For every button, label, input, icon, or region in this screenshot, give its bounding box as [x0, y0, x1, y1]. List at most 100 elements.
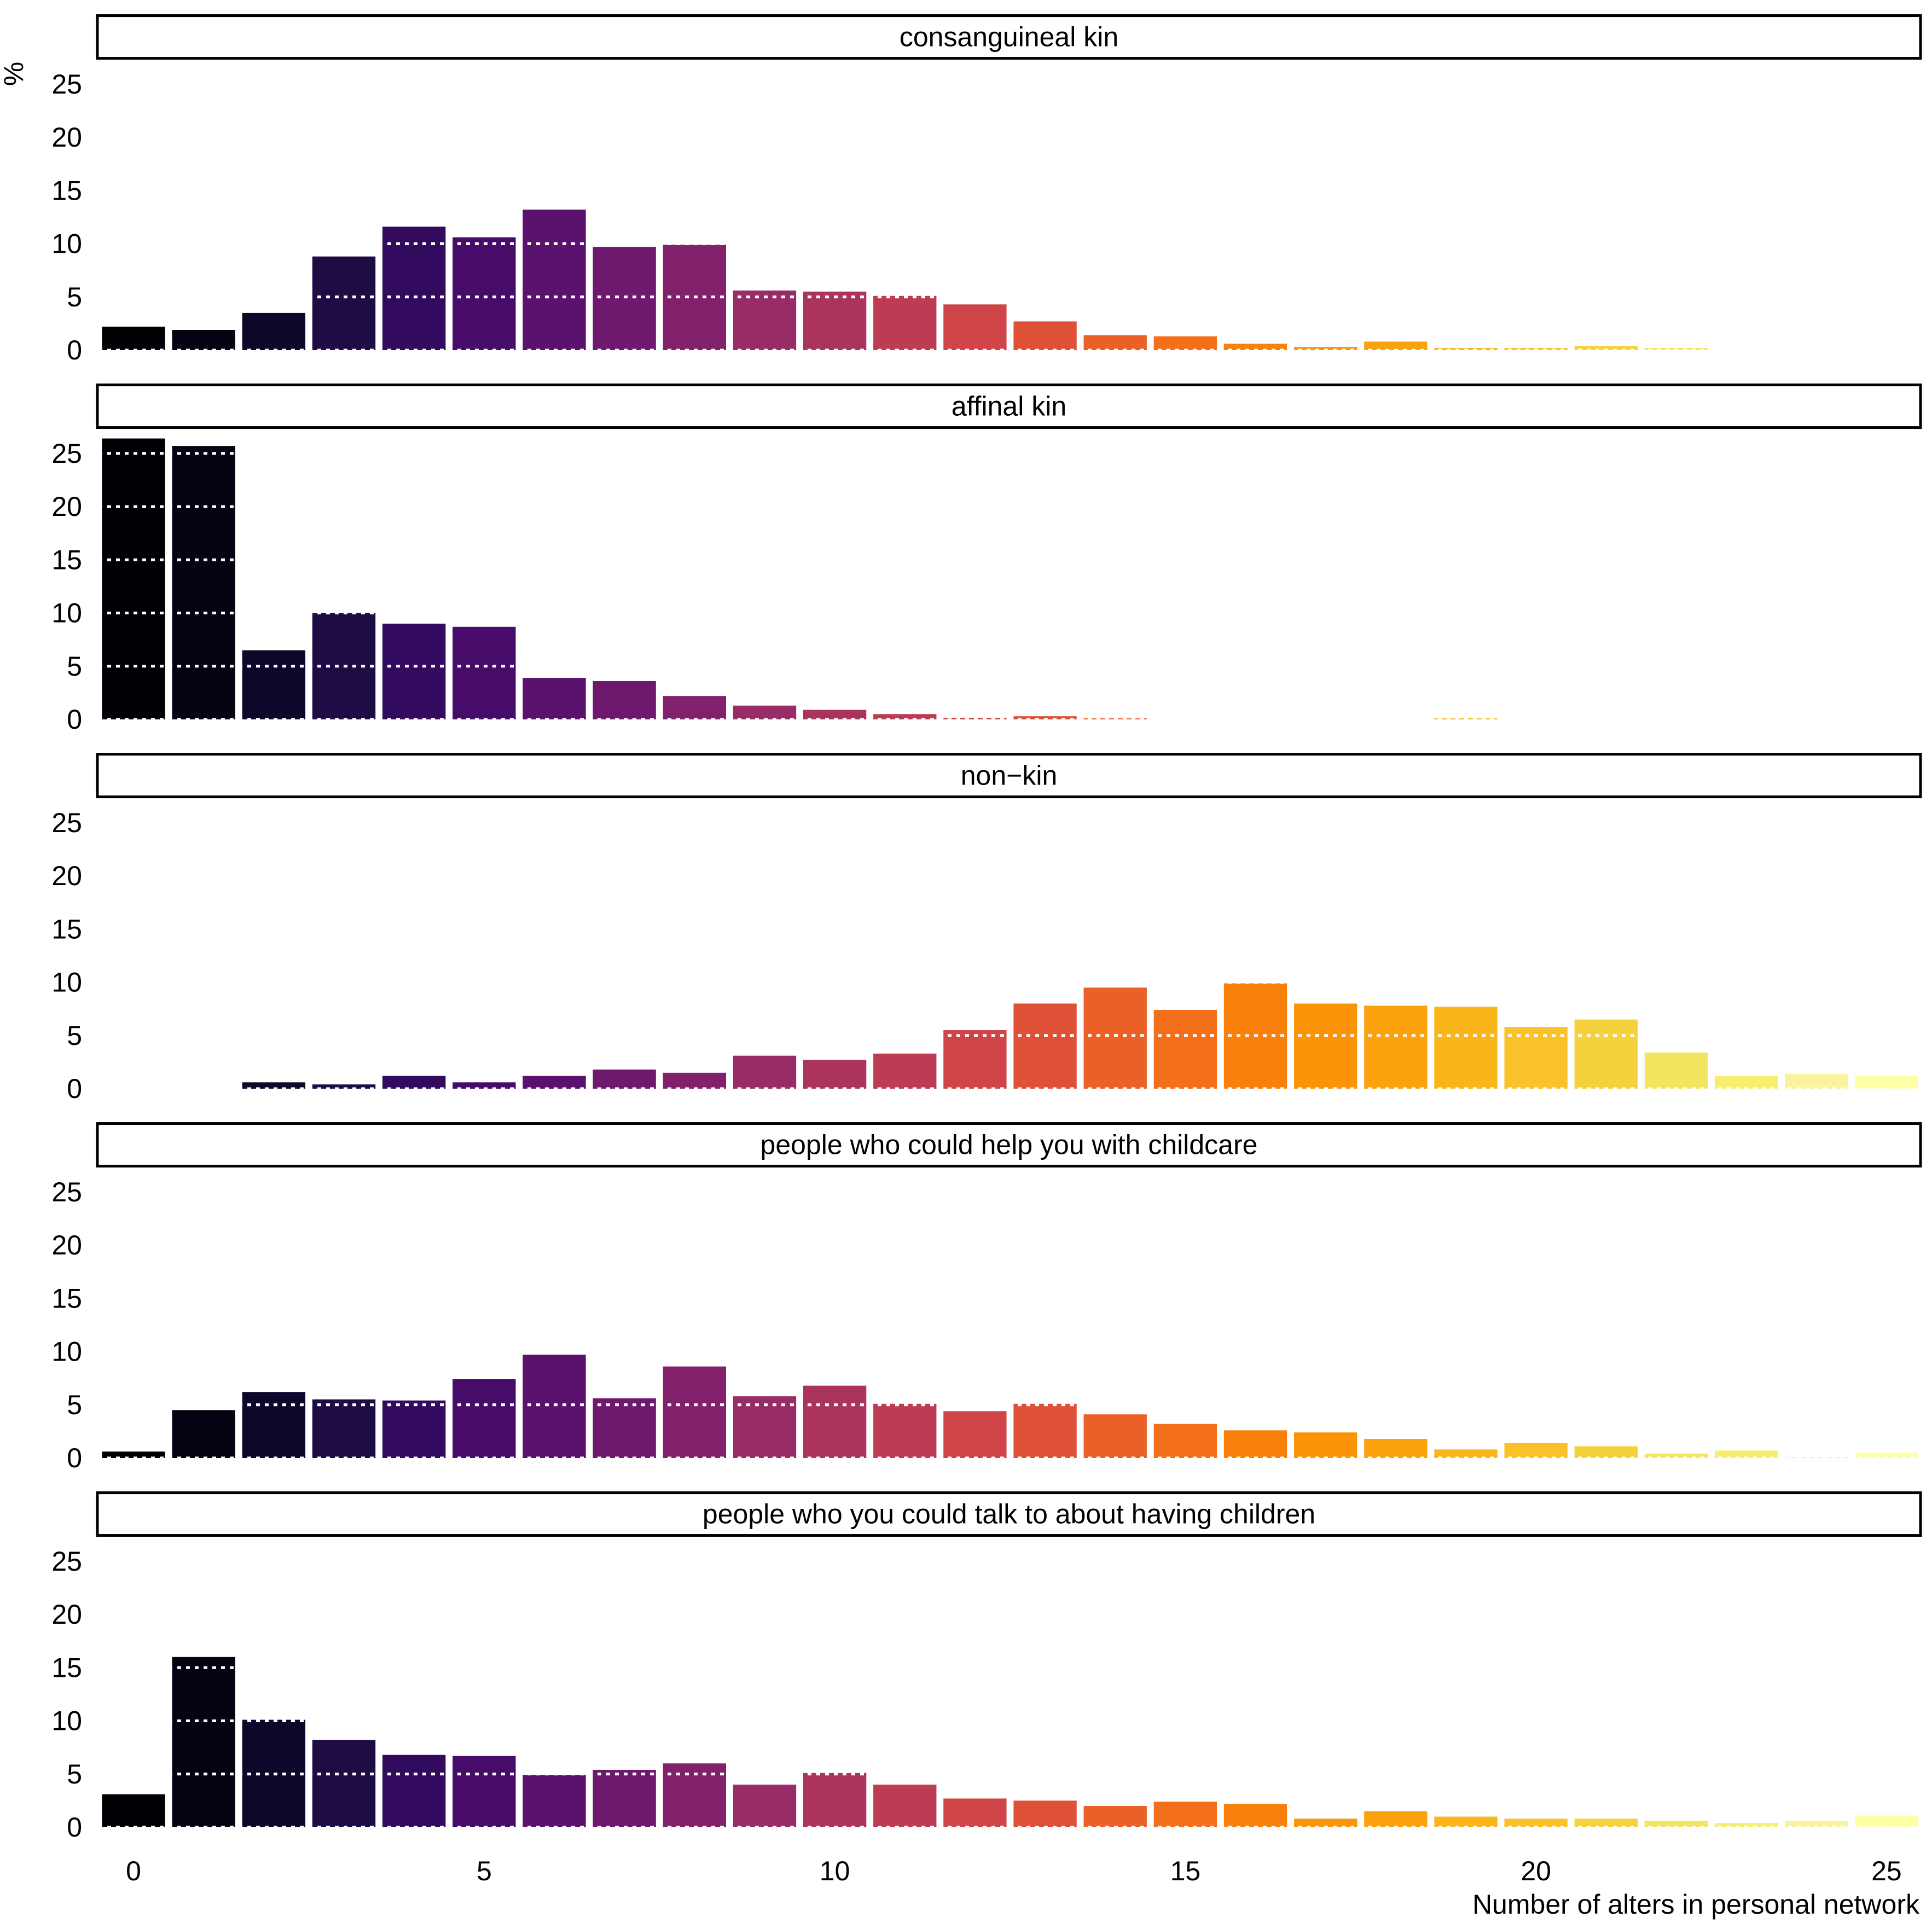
y-tick-label: 10 — [51, 967, 82, 998]
bar — [172, 1657, 235, 1827]
bar — [242, 1392, 306, 1458]
bar — [803, 710, 867, 719]
bar — [1083, 987, 1147, 1089]
bar — [1364, 1811, 1428, 1827]
y-tick-label: 0 — [67, 1073, 82, 1104]
bar — [523, 1775, 586, 1827]
bar — [1855, 1815, 1918, 1827]
y-tick-label: 0 — [67, 1443, 82, 1473]
panel-4: people who could help you with childcare… — [51, 1122, 1922, 1473]
bar — [1013, 321, 1077, 350]
y-axis-title: % — [0, 62, 29, 86]
y-tick-label: 10 — [51, 1337, 82, 1367]
bar — [1013, 1003, 1077, 1089]
bar — [873, 295, 937, 350]
x-axis: 0 5 10 15 20 25 — [126, 1856, 1902, 1886]
bars — [102, 210, 1708, 350]
panel-5: people who you could talk to about havin… — [51, 1491, 1922, 1843]
bar — [873, 1053, 937, 1089]
bar — [593, 1069, 656, 1089]
panel-title: affinal kin — [952, 391, 1066, 422]
bar — [1153, 1010, 1217, 1089]
panel-title: consanguineal kin — [900, 22, 1118, 53]
bar — [733, 1785, 797, 1827]
bar — [172, 330, 235, 350]
bar — [312, 1740, 376, 1827]
panel-title: people who you could talk to about havin… — [703, 1499, 1315, 1530]
panel-strip — [96, 14, 1922, 60]
bar — [1785, 1821, 1848, 1827]
x-tick-label: 20 — [1521, 1856, 1551, 1886]
y-tick-label: 5 — [67, 651, 82, 682]
y-tick-label: 15 — [51, 1652, 82, 1683]
bar — [1013, 1800, 1077, 1827]
bar — [873, 714, 937, 719]
bar — [242, 312, 306, 350]
y-tick-label: 20 — [51, 861, 82, 891]
y-tick-label: 10 — [51, 1706, 82, 1736]
bar — [593, 681, 656, 719]
y-tick-label: 0 — [67, 704, 82, 735]
bars — [102, 1355, 1918, 1458]
bar — [1153, 1802, 1217, 1827]
y-tick-label: 5 — [67, 1390, 82, 1420]
bar — [733, 1055, 797, 1089]
bar — [312, 1084, 376, 1089]
bar — [102, 1794, 165, 1827]
bar — [172, 446, 235, 719]
y-tick-label: 15 — [51, 1283, 82, 1314]
bar — [452, 1379, 516, 1458]
bar — [523, 210, 586, 350]
x-tick-label: 15 — [1170, 1856, 1201, 1886]
y-tick-label: 0 — [67, 335, 82, 365]
gridlines — [98, 83, 1922, 352]
bar — [382, 226, 446, 350]
panel-title: non−kin — [961, 760, 1058, 791]
y-tick-label: 25 — [51, 69, 82, 100]
bar — [1153, 1423, 1217, 1458]
bar — [1434, 1816, 1498, 1827]
bar — [873, 1403, 937, 1458]
bar — [1294, 1818, 1357, 1827]
bar — [943, 1798, 1007, 1827]
bar — [733, 290, 797, 350]
bar — [1223, 344, 1287, 350]
panel-1: consanguineal kin 0 5 10 15 20 25 — [51, 14, 1922, 365]
bar — [733, 1396, 797, 1458]
bar — [242, 650, 306, 719]
bar — [1855, 1076, 1918, 1089]
y-tick-label: 25 — [51, 807, 82, 838]
y-tick-label: 25 — [51, 1177, 82, 1207]
bars — [102, 438, 1498, 719]
bar — [1714, 1076, 1778, 1089]
bar — [382, 1400, 446, 1458]
bar — [663, 1072, 726, 1089]
gridlines — [98, 1560, 1922, 1829]
bar — [523, 678, 586, 719]
bar — [1294, 1003, 1357, 1089]
y-tick-label: 20 — [51, 1599, 82, 1630]
x-tick-label: 5 — [477, 1856, 492, 1886]
bar — [452, 1082, 516, 1089]
bar — [1223, 1804, 1287, 1827]
bar — [1574, 1818, 1638, 1827]
bar — [1504, 1818, 1568, 1827]
bar — [1083, 1806, 1147, 1827]
bar — [1714, 1823, 1778, 1827]
y-tick-label: 20 — [51, 491, 82, 522]
panels-layer: consanguineal kin 0 5 10 15 20 25 affinal kin 0 5… — [51, 14, 1922, 1843]
bar — [943, 1030, 1007, 1089]
panel-strip — [96, 753, 1922, 799]
bar — [1644, 1052, 1708, 1089]
bar — [242, 1082, 306, 1089]
panel-strip — [96, 1491, 1922, 1537]
y-tick-label: 10 — [51, 229, 82, 259]
bar — [452, 626, 516, 719]
bar — [452, 237, 516, 350]
bar — [1644, 1454, 1708, 1458]
bar — [1714, 1450, 1778, 1458]
bar — [873, 1785, 937, 1827]
x-tick-label: 0 — [126, 1856, 141, 1886]
y-tick-label: 10 — [51, 598, 82, 629]
